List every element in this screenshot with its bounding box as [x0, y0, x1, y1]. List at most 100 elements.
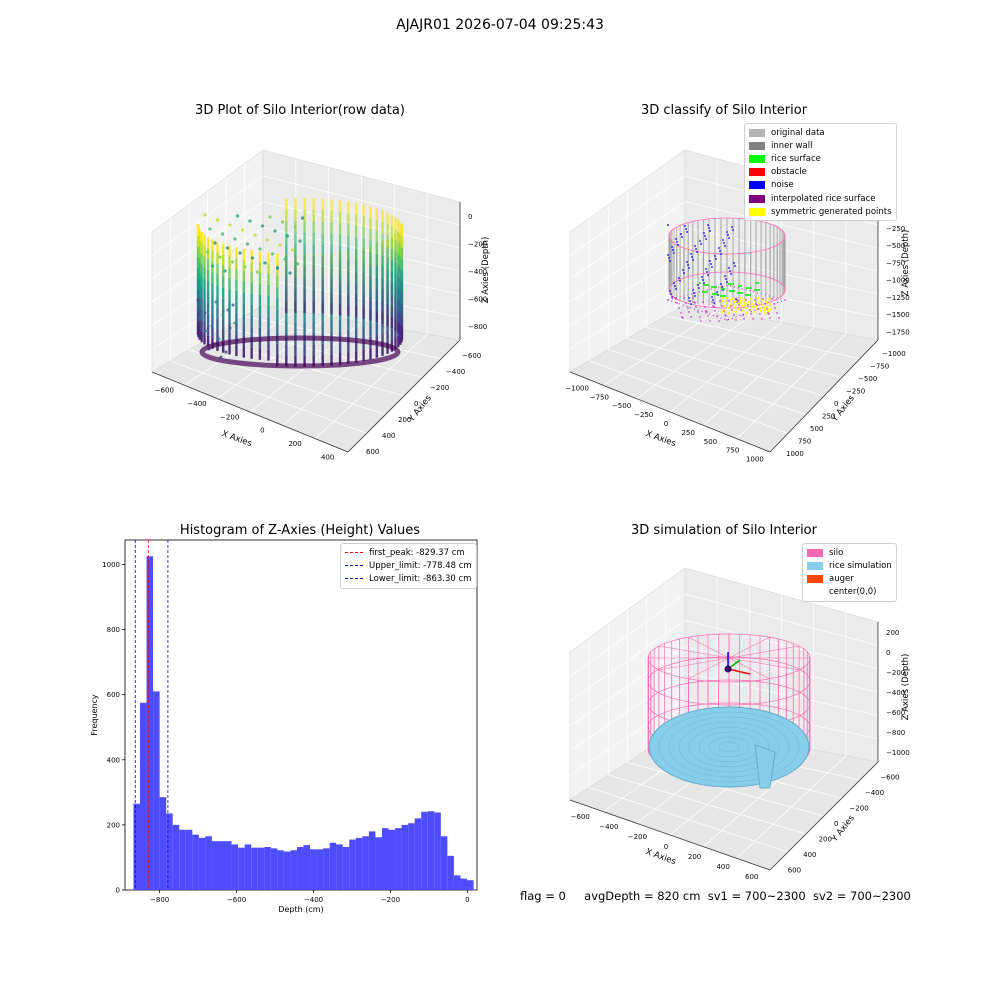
interpolated-point: [774, 307, 776, 309]
histogram-bar: [323, 848, 330, 890]
rice-mesh-ring: [668, 716, 790, 778]
legend-label: noise: [771, 180, 794, 191]
interpolated-point: [764, 303, 766, 305]
symmetric-point: [755, 307, 759, 311]
legend-swatch: [749, 128, 765, 137]
y-tick-label: 0: [834, 400, 838, 408]
interpolated-point: [709, 320, 711, 322]
scatter-point: [196, 298, 200, 302]
legend-item: rice surface: [749, 152, 892, 165]
noise-point: [690, 253, 692, 255]
grid-line: [684, 593, 879, 646]
legend-item: auger: [807, 572, 892, 585]
histogram-bar: [231, 844, 239, 890]
x-tick-label: 0: [465, 896, 469, 904]
interpolated-point: [678, 307, 680, 309]
interpolated-point: [685, 302, 687, 304]
y-tick-label: 800: [107, 626, 120, 634]
scatter-point: [250, 256, 255, 260]
silo-roof-line: [728, 636, 770, 659]
histogram-bar: [375, 837, 382, 890]
legend-swatch: [749, 181, 765, 190]
symmetric-point: [720, 296, 724, 300]
floor-ring: [199, 335, 401, 369]
noise-point: [686, 261, 688, 263]
x-axis-label: Depth (cm): [278, 905, 323, 914]
scatter-point: [203, 311, 207, 315]
grid-line: [315, 333, 428, 439]
noise-point: [724, 245, 726, 247]
scatter-point: [283, 257, 287, 261]
silo-roof-line: [688, 657, 730, 680]
legend-label: symmetric generated points: [771, 206, 892, 217]
rice-surface-point: [728, 283, 730, 285]
legend-item: Lower_limit: -863.30 cm: [345, 572, 472, 585]
scatter-point: [260, 224, 265, 228]
scatter-point: [268, 215, 272, 219]
histogram-bar: [362, 836, 369, 890]
legend-label: Upper_limit: -778.48 cm: [369, 560, 472, 571]
legend-swatch: [807, 574, 823, 583]
rice-surface-point: [724, 295, 726, 297]
symmetric-point: [724, 296, 728, 300]
y-tick-label: 600: [107, 691, 120, 699]
symmetric-point: [763, 311, 767, 315]
symmetric-point: [734, 310, 738, 314]
noise-point: [720, 283, 722, 285]
histogram-bar: [179, 829, 186, 890]
rice-surface-point: [711, 286, 713, 288]
symmetric-point: [731, 297, 735, 301]
interpolated-point: [721, 305, 723, 307]
noise-point: [735, 298, 737, 300]
legend-item: first_peak: -829.37 cm: [345, 546, 472, 559]
noise-point: [698, 287, 700, 289]
z-tick-label: −1000: [886, 277, 910, 285]
status-sv2: sv2 = 700~2300: [812, 889, 911, 903]
rice-surface-point: [712, 293, 714, 295]
status-sv1: sv1 = 700~2300: [707, 889, 806, 903]
scatter-point: [233, 321, 237, 325]
rice-surface-point: [737, 292, 739, 294]
rice-surface-point: [731, 290, 733, 292]
symmetric-point: [753, 299, 757, 303]
histogram-bar: [381, 828, 389, 890]
symmetric-point: [745, 311, 749, 315]
interpolated-point: [687, 307, 689, 309]
rice-surface-point: [721, 288, 723, 290]
z-tick-label: −500: [886, 242, 905, 250]
scatter-point: [223, 269, 227, 273]
y-tick-label: 200: [107, 821, 120, 829]
noise-point: [705, 238, 707, 240]
histogram-bar: [146, 556, 154, 890]
grid-line: [736, 333, 847, 439]
interpolated-point: [713, 306, 715, 308]
symmetric-point: [742, 298, 746, 302]
x-axis-label: X Axies: [220, 429, 253, 449]
interpolated-point: [702, 301, 704, 303]
interpolated-point: [778, 317, 780, 319]
noise-point: [719, 250, 721, 252]
scatter-point: [300, 216, 305, 220]
symmetric-point: [749, 297, 753, 301]
interpolated-point: [718, 320, 720, 322]
interpolated-point: [750, 313, 752, 315]
histogram-bar: [153, 691, 160, 890]
rice-surface-point: [707, 284, 709, 286]
scatter-point: [210, 324, 214, 328]
rice-mesh-ring: [688, 726, 770, 768]
legend-item: noise: [749, 179, 892, 192]
interpolated-point: [769, 317, 771, 319]
legend-item: original data: [749, 126, 892, 139]
x-tick-label: −250: [634, 411, 653, 419]
histogram-bar: [342, 847, 350, 890]
z-tick-label: −600: [886, 709, 905, 717]
histogram-bar: [421, 811, 428, 890]
interpolated-point: [773, 303, 775, 305]
silo-roof-line: [688, 636, 730, 659]
interpolated-point: [766, 308, 768, 310]
histogram-bar: [290, 850, 297, 890]
noise-point: [727, 234, 729, 236]
legend-label: inner wall: [771, 140, 813, 151]
noise-point: [700, 243, 702, 245]
